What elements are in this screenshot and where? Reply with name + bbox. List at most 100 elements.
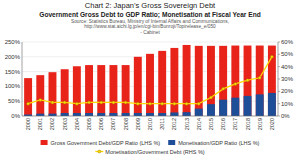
bar [49, 114, 57, 116]
annotation: Source: Statistics Bureau, Ministry of I… [71, 19, 229, 24]
annotation: http://www.stat.aichi.lg.jp/en/cgi-bin/B… [84, 24, 216, 29]
subtitle: Government Gross Debt to GDP Ratio; Mone… [39, 11, 260, 19]
legend-swatch [168, 140, 175, 145]
y2-tick-label: 10% [281, 101, 294, 107]
x-tick-label: 2003 [62, 118, 68, 130]
bar [61, 69, 69, 116]
x-axis [22, 116, 278, 117]
line-marker [112, 101, 115, 104]
bar [109, 65, 117, 116]
bar [85, 113, 93, 116]
annotation: - Cabinet [140, 30, 160, 35]
x-tick-label: 2016 [220, 118, 226, 130]
x-tick-label: 2001 [37, 118, 43, 130]
bar [268, 46, 276, 116]
line-marker [246, 79, 249, 82]
legend-label: Gross Government Debt/GDP Ratio (LHS %) [51, 140, 161, 146]
legend-item: Monetisation/Government Debt (RHS %) [95, 149, 205, 155]
x-tick-label: 2017 [232, 118, 238, 130]
bar [36, 114, 44, 116]
bar [122, 65, 130, 116]
x-tick-label: 2012 [171, 118, 177, 130]
line-marker [149, 102, 152, 105]
legend: Gross Government Debt/GDP Ratio (LHS %) M… [41, 140, 260, 155]
x-tick-label: 2014 [196, 118, 202, 130]
x-tick-label: 2005 [86, 118, 92, 130]
line-marker [51, 101, 54, 104]
line-marker [27, 102, 30, 105]
legend-marker [98, 150, 101, 153]
bar [244, 96, 252, 116]
line-marker [173, 102, 176, 105]
legend-item: Monetisation/GDP Ratio (LHS %) [168, 140, 259, 146]
y-tick-label: 50% [8, 98, 21, 104]
x-tick-label: 2009 [135, 118, 141, 130]
line-marker [100, 101, 103, 104]
bar [207, 104, 215, 116]
x-tick-label: 2011 [159, 118, 165, 130]
bar [109, 113, 117, 116]
chart: Chart 2: Japan’s Gross Sovereign DebtGov… [0, 0, 300, 168]
y2-tick-label: 30% [281, 76, 294, 82]
line [28, 57, 272, 104]
bar [195, 46, 203, 116]
legend-label: Monetisation/GDP Ratio (LHS %) [178, 140, 259, 146]
line-marker [63, 101, 66, 104]
bar [195, 109, 203, 116]
y2-tick-label: 20% [281, 88, 294, 94]
x-tick-label: 2008 [123, 118, 129, 130]
x-tick-label: 2018 [245, 118, 251, 130]
bar [207, 46, 215, 116]
x-tick-label: 2015 [208, 118, 214, 130]
bar [146, 113, 154, 116]
line-marker [88, 101, 91, 104]
legend-label: Monetisation/Government Debt (RHS %) [105, 149, 205, 155]
bar [97, 65, 105, 116]
grid-line [22, 42, 278, 43]
x-tick-label: 2019 [257, 118, 263, 130]
y2-tick-label: 0% [281, 113, 290, 119]
bar [158, 113, 166, 116]
bar [134, 57, 142, 116]
bar [24, 78, 32, 116]
x-tick-label: 2007 [110, 118, 116, 130]
bar [134, 113, 142, 116]
bar [61, 113, 69, 116]
x-tick-label: 2010 [147, 118, 153, 130]
marks [24, 45, 276, 116]
y2-tick-label: 50% [281, 51, 294, 57]
line-marker [185, 102, 188, 105]
x-tick-label: 2000 [25, 118, 31, 130]
x-tick-label: 2006 [98, 118, 104, 130]
line-marker [75, 102, 78, 105]
bar [146, 54, 154, 116]
plot-area [22, 42, 278, 116]
line-marker [197, 102, 200, 105]
bar [256, 46, 264, 116]
y-axis [22, 42, 23, 116]
x-tick-label: 2013 [184, 118, 190, 130]
bar [219, 46, 227, 116]
line-marker [258, 76, 261, 79]
bar [183, 112, 191, 116]
line-marker [209, 96, 212, 99]
line-marker [222, 87, 225, 90]
legend-item: Gross Government Debt/GDP Ratio (LHS %) [41, 140, 161, 146]
y-tick-label: 150% [5, 69, 21, 75]
bar [73, 113, 81, 116]
bar [158, 51, 166, 116]
legend-swatch [41, 140, 48, 145]
line-marker [124, 101, 127, 104]
x-tick-label: 2002 [49, 118, 55, 130]
bar [170, 48, 178, 116]
bar [231, 46, 239, 116]
x-tick-label: 2020 [269, 118, 275, 130]
y2-tick-label: 60% [281, 39, 294, 45]
bar [183, 45, 191, 116]
y-tick-label: 250% [5, 39, 21, 45]
bar [122, 113, 130, 116]
title: Chart 2: Japan’s Gross Sovereign Debt [85, 1, 216, 10]
bar [49, 72, 57, 116]
bar [85, 65, 93, 116]
bar [97, 113, 105, 116]
